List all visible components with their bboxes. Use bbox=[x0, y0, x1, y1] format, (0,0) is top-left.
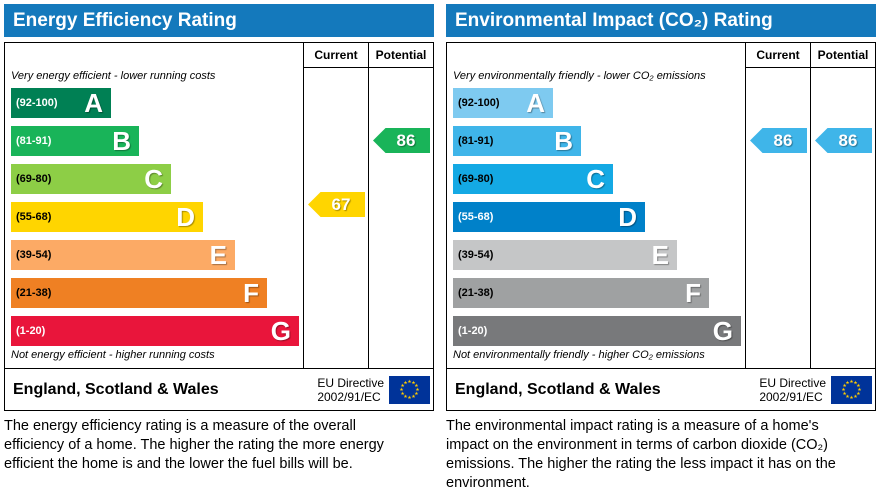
band-row: (1-20) G bbox=[453, 316, 741, 354]
band-g: (1-20) G bbox=[11, 316, 299, 346]
band-e: (39-54) E bbox=[453, 240, 677, 270]
energy-top-note: Very energy efficient - lower running co… bbox=[11, 70, 216, 82]
environmental-potential-rating-arrow: 86 bbox=[815, 128, 872, 153]
band-letter: C bbox=[144, 164, 163, 194]
current-column-header: Current bbox=[746, 43, 810, 68]
band-range: (1-20) bbox=[458, 325, 488, 337]
energy-current-rating-arrow: 67 bbox=[308, 192, 365, 217]
environmental-top-note: Very environmentally friendly - lower CO… bbox=[453, 70, 706, 82]
band-letter: D bbox=[618, 202, 637, 232]
band-letter: E bbox=[209, 240, 227, 270]
band-letter: G bbox=[712, 316, 733, 346]
band-range: (69-80) bbox=[16, 173, 52, 185]
energy-efficiency-panel: Energy Efficiency Rating Very energy eff… bbox=[4, 4, 434, 493]
band-row: (81-91) B bbox=[11, 126, 297, 164]
energy-caption-text: The energy efficiency rating is a measur… bbox=[4, 418, 384, 472]
band-c: (69-80) C bbox=[11, 164, 171, 194]
band-f: (21-38) F bbox=[453, 278, 709, 308]
band-b: (81-91) B bbox=[11, 126, 139, 156]
environmental-caption-text: The environmental impact rating is a mea… bbox=[446, 418, 836, 491]
eu-directive-label: EU Directive 2002/91/EC bbox=[759, 375, 826, 404]
band-range: (81-91) bbox=[16, 135, 52, 147]
band-row: (92-100) A bbox=[453, 88, 739, 126]
band-a: (92-100) A bbox=[11, 88, 111, 118]
band-d: (55-68) D bbox=[11, 202, 203, 232]
environmental-impact-panel: Environmental Impact (CO₂) Rating Very e… bbox=[446, 4, 876, 493]
band-range: (1-20) bbox=[16, 325, 46, 337]
energy-current-column: Current 67 bbox=[303, 43, 368, 368]
band-range: (21-38) bbox=[458, 287, 494, 299]
energy-current-rating-value: 67 bbox=[331, 194, 351, 214]
energy-chart-box: Very energy efficient - lower running co… bbox=[4, 42, 434, 411]
environmental-bottom-note: Not environmentally friendly - higher CO… bbox=[453, 349, 705, 361]
environmental-chart-box: Very environmentally friendly - lower CO… bbox=[446, 42, 876, 411]
environmental-panel-title: Environmental Impact (CO₂) Rating bbox=[446, 4, 876, 37]
band-range: (92-100) bbox=[16, 97, 58, 109]
band-d: (55-68) D bbox=[453, 202, 645, 232]
band-letter: D bbox=[176, 202, 195, 232]
energy-bands-area: Very energy efficient - lower running co… bbox=[5, 43, 303, 368]
band-range: (55-68) bbox=[458, 211, 494, 223]
band-b: (81-91) B bbox=[453, 126, 581, 156]
energy-potential-column: Potential 86 bbox=[368, 43, 433, 368]
band-row: (55-68) D bbox=[11, 202, 297, 240]
energy-bands: (92-100) A (81-91) B (69 bbox=[11, 88, 299, 354]
energy-footer: England, Scotland & Wales EU Directive 2… bbox=[5, 368, 433, 410]
band-range: (55-68) bbox=[16, 211, 52, 223]
band-range: (39-54) bbox=[16, 249, 52, 261]
band-row: (92-100) A bbox=[11, 88, 297, 126]
band-row: (69-80) C bbox=[11, 164, 297, 202]
band-letter: F bbox=[243, 278, 259, 308]
band-a: (92-100) A bbox=[453, 88, 553, 118]
band-letter: A bbox=[526, 88, 545, 118]
band-letter: B bbox=[554, 126, 573, 156]
band-letter: C bbox=[586, 164, 605, 194]
environmental-potential-column: Potential 86 bbox=[810, 43, 875, 368]
band-range: (92-100) bbox=[458, 97, 500, 109]
eu-flag-icon bbox=[831, 375, 872, 404]
potential-column-header: Potential bbox=[369, 43, 433, 68]
band-letter: A bbox=[84, 88, 103, 118]
environmental-current-rating-arrow: 86 bbox=[750, 128, 807, 153]
band-row: (81-91) B bbox=[453, 126, 739, 164]
band-row: (39-54) E bbox=[453, 240, 739, 278]
environmental-footer: England, Scotland & Wales EU Directive 2… bbox=[447, 368, 875, 410]
energy-potential-rating-arrow: 86 bbox=[373, 128, 430, 153]
eu-flag-icon bbox=[389, 375, 430, 404]
band-c: (69-80) C bbox=[453, 164, 613, 194]
region-label: England, Scotland & Wales bbox=[455, 380, 661, 398]
band-row: (21-38) F bbox=[11, 278, 297, 316]
environmental-current-rating-value: 86 bbox=[773, 130, 793, 150]
potential-column-header: Potential bbox=[811, 43, 875, 68]
band-range: (39-54) bbox=[458, 249, 494, 261]
band-range: (81-91) bbox=[458, 135, 494, 147]
environmental-current-column: Current 86 bbox=[745, 43, 810, 368]
band-letter: B bbox=[112, 126, 131, 156]
band-letter: E bbox=[651, 240, 669, 270]
band-row: (39-54) E bbox=[11, 240, 297, 278]
environmental-bands: (92-100) A (81-91) B (69 bbox=[453, 88, 741, 354]
band-row: (69-80) C bbox=[453, 164, 739, 202]
band-row: (1-20) G bbox=[11, 316, 299, 354]
current-column-header: Current bbox=[304, 43, 368, 68]
band-row: (21-38) F bbox=[453, 278, 739, 316]
energy-bottom-note: Not energy efficient - higher running co… bbox=[11, 349, 215, 361]
environmental-bands-area: Very environmentally friendly - lower CO… bbox=[447, 43, 745, 368]
environmental-potential-rating-value: 86 bbox=[838, 130, 858, 150]
region-label: England, Scotland & Wales bbox=[13, 380, 219, 398]
band-range: (69-80) bbox=[458, 173, 494, 185]
band-letter: G bbox=[270, 316, 291, 346]
band-f: (21-38) F bbox=[11, 278, 267, 308]
energy-potential-rating-value: 86 bbox=[396, 130, 416, 150]
band-g: (1-20) G bbox=[453, 316, 741, 346]
band-e: (39-54) E bbox=[11, 240, 235, 270]
eu-directive-label: EU Directive 2002/91/EC bbox=[317, 375, 384, 404]
band-row: (55-68) D bbox=[453, 202, 739, 240]
band-letter: F bbox=[685, 278, 701, 308]
energy-panel-title: Energy Efficiency Rating bbox=[4, 4, 434, 37]
band-range: (21-38) bbox=[16, 287, 52, 299]
